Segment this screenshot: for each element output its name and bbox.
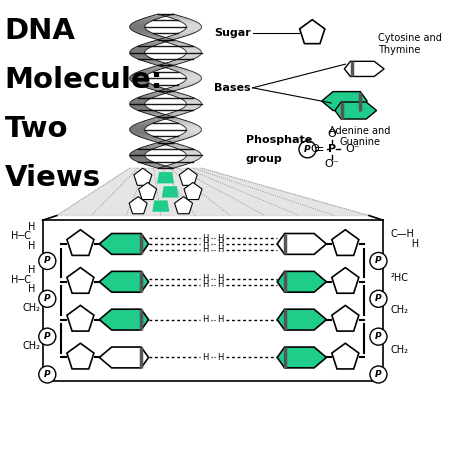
- Polygon shape: [129, 197, 147, 214]
- Text: H: H: [202, 239, 208, 248]
- Text: ²HC: ²HC: [391, 273, 409, 283]
- Polygon shape: [99, 234, 148, 254]
- Text: H: H: [202, 274, 208, 284]
- Text: P: P: [328, 144, 336, 154]
- Polygon shape: [179, 168, 197, 185]
- Polygon shape: [332, 306, 359, 331]
- Polygon shape: [332, 343, 359, 369]
- Text: H: H: [202, 280, 208, 289]
- Text: C—H: C—H: [391, 230, 414, 239]
- Polygon shape: [277, 234, 326, 254]
- Text: P: P: [44, 294, 50, 303]
- Text: =: =: [314, 143, 324, 156]
- Text: Adenine and
Guanine: Adenine and Guanine: [329, 126, 390, 147]
- Text: O: O: [310, 144, 320, 154]
- Circle shape: [299, 141, 316, 158]
- Text: O⁻: O⁻: [325, 159, 339, 170]
- Polygon shape: [99, 309, 148, 330]
- Text: O⁻: O⁻: [345, 144, 360, 154]
- Polygon shape: [99, 271, 148, 292]
- Text: H: H: [202, 245, 208, 254]
- Polygon shape: [67, 230, 94, 256]
- Text: H: H: [217, 274, 224, 284]
- Text: group: group: [246, 154, 283, 164]
- Text: Bases: Bases: [214, 83, 251, 93]
- Polygon shape: [300, 20, 325, 44]
- Text: H: H: [217, 239, 224, 248]
- Polygon shape: [175, 197, 193, 214]
- Circle shape: [370, 328, 387, 345]
- Polygon shape: [67, 268, 94, 293]
- Text: H: H: [27, 284, 35, 294]
- Text: H: H: [217, 280, 224, 289]
- Text: H─C: H─C: [11, 231, 31, 241]
- Circle shape: [39, 252, 56, 270]
- Text: CH₂: CH₂: [391, 345, 409, 355]
- Text: Molecule:: Molecule:: [5, 66, 163, 94]
- Text: CH₂: CH₂: [391, 305, 409, 315]
- Text: H: H: [393, 239, 419, 249]
- Text: P: P: [375, 332, 382, 341]
- Circle shape: [39, 366, 56, 383]
- Text: H: H: [202, 353, 208, 362]
- Polygon shape: [332, 230, 359, 256]
- Circle shape: [370, 290, 387, 307]
- Text: H: H: [27, 222, 35, 232]
- Polygon shape: [162, 186, 179, 198]
- Text: Two: Two: [5, 115, 68, 143]
- Text: CH₂: CH₂: [22, 303, 40, 313]
- Circle shape: [370, 366, 387, 383]
- Polygon shape: [99, 347, 148, 368]
- Polygon shape: [277, 309, 326, 330]
- Polygon shape: [184, 182, 202, 199]
- Text: H: H: [27, 241, 35, 251]
- Text: P: P: [375, 256, 382, 266]
- Polygon shape: [67, 343, 94, 369]
- Text: H: H: [27, 266, 35, 275]
- Circle shape: [39, 290, 56, 307]
- Polygon shape: [344, 61, 384, 76]
- Text: H: H: [217, 353, 224, 362]
- Text: H: H: [217, 234, 224, 243]
- Text: P: P: [375, 294, 382, 303]
- Text: H: H: [202, 234, 208, 243]
- Text: P: P: [375, 370, 382, 379]
- Text: H─C: H─C: [11, 275, 31, 285]
- Polygon shape: [57, 168, 369, 216]
- Polygon shape: [134, 168, 152, 185]
- Polygon shape: [332, 268, 359, 293]
- Text: P: P: [44, 256, 50, 266]
- Polygon shape: [335, 102, 377, 119]
- Polygon shape: [157, 172, 174, 183]
- Text: CH₂: CH₂: [22, 341, 40, 351]
- Text: DNA: DNA: [5, 17, 76, 45]
- Text: Phosphate: Phosphate: [246, 135, 312, 144]
- Text: P: P: [304, 145, 311, 154]
- Text: P: P: [44, 370, 50, 379]
- Circle shape: [370, 252, 387, 270]
- Polygon shape: [152, 200, 169, 212]
- Polygon shape: [277, 347, 326, 368]
- Text: H: H: [217, 315, 224, 324]
- Text: O: O: [328, 129, 337, 139]
- Polygon shape: [322, 92, 367, 111]
- Polygon shape: [67, 306, 94, 331]
- Text: H: H: [217, 245, 224, 254]
- Circle shape: [39, 328, 56, 345]
- Text: H: H: [202, 315, 208, 324]
- Text: Cytosine and
Thymine: Cytosine and Thymine: [378, 33, 442, 55]
- Text: P: P: [44, 332, 50, 341]
- Text: Views: Views: [5, 164, 101, 193]
- Polygon shape: [277, 271, 326, 292]
- Polygon shape: [139, 182, 157, 199]
- Text: Sugar: Sugar: [214, 28, 251, 38]
